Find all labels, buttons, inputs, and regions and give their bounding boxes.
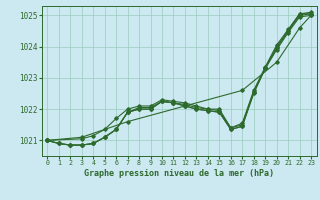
X-axis label: Graphe pression niveau de la mer (hPa): Graphe pression niveau de la mer (hPa) (84, 169, 274, 178)
